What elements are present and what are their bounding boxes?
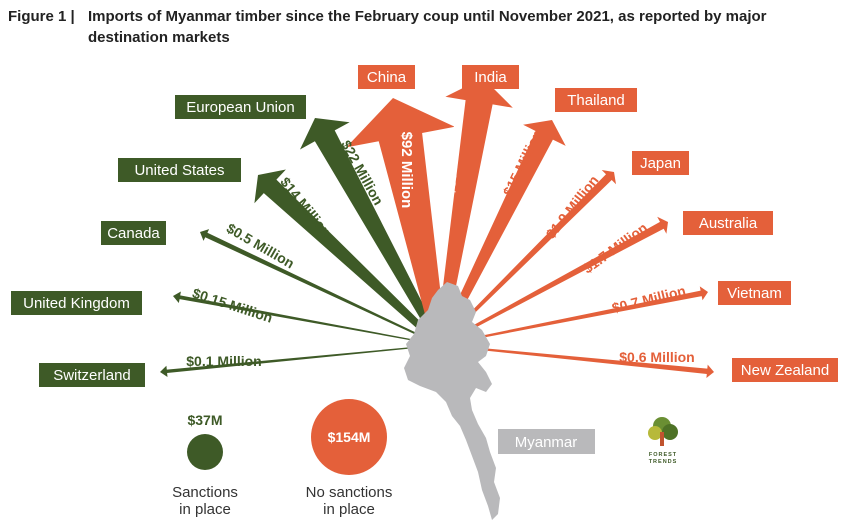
total-caption-no-sanctions: in place <box>323 501 375 518</box>
destination-label: Vietnam <box>727 285 782 302</box>
flow-arrow-thailand <box>437 120 566 347</box>
destination-box-bg <box>175 95 306 119</box>
flow-arrow-canada <box>200 229 441 346</box>
svg-text:TRENDS: TRENDS <box>649 459 678 465</box>
value-label-new-zealand: $0.6 Million <box>619 349 694 365</box>
value-label-united-kingdom: $0.15 Million <box>190 285 274 326</box>
total-circle-sanctions <box>187 434 223 470</box>
flow-arrow-new-zealand <box>439 344 714 378</box>
total-caption-sanctions: Sanctions <box>172 484 238 501</box>
myanmar-label: Myanmar <box>498 429 595 454</box>
destination-box-european-union: European Union <box>175 95 306 119</box>
destination-box-bg <box>11 291 142 315</box>
destination-box-bg <box>718 281 791 305</box>
flow-arrow-united-kingdom <box>173 291 441 346</box>
figure-number: Figure 1 | <box>8 8 75 25</box>
destination-box-bg <box>101 221 166 245</box>
total-circle-no-sanctions <box>311 399 387 475</box>
flow-arrow-japan <box>439 170 616 346</box>
destination-box-united-kingdom: United Kingdom <box>11 291 142 315</box>
destination-box-china: China <box>358 65 415 89</box>
destination-box-new-zealand: New Zealand <box>732 358 838 382</box>
destination-box-australia: Australia <box>683 211 773 235</box>
destination-box-bg <box>462 65 519 89</box>
figure-title: Figure 1 | Imports of Myanmar timber sinc… <box>8 6 858 48</box>
value-label-canada: $0.5 Million <box>224 220 297 272</box>
destination-label: China <box>367 69 407 86</box>
flow-arrow-vietnam <box>439 286 708 346</box>
flow-arrow-united-states <box>254 169 442 347</box>
destination-label: India <box>474 69 507 86</box>
destination-box-canada: Canada <box>101 221 166 245</box>
myanmar-map-shape <box>404 282 500 520</box>
destination-box-thailand: Thailand <box>555 88 637 112</box>
destination-label: United Kingdom <box>23 295 130 312</box>
total-label-no-sanctions: $154M <box>328 429 371 445</box>
destination-label: Australia <box>699 215 758 232</box>
destination-label: European Union <box>186 99 294 116</box>
destination-box-bg <box>118 158 241 182</box>
destination-box-switzerland: Switzerland <box>39 363 145 387</box>
flow-arrow-australia <box>439 216 668 346</box>
total-caption-sanctions: in place <box>179 501 231 518</box>
value-label-switzerland: $0.1 Million <box>186 353 261 369</box>
value-label-india: $33 Million <box>441 123 464 196</box>
value-label-china: $92 Million <box>398 132 415 209</box>
value-label-vietnam: $0.7 Million <box>610 282 687 316</box>
flow-arrow-china <box>346 98 455 347</box>
total-caption-no-sanctions: No sanctions <box>306 484 393 501</box>
total-label-sanctions: $37M <box>187 412 222 428</box>
destination-box-bg <box>555 88 637 112</box>
destination-box-bg <box>632 151 689 175</box>
destination-box-bg <box>732 358 838 382</box>
destination-label: New Zealand <box>741 362 829 379</box>
svg-text:FOREST: FOREST <box>649 452 677 458</box>
destination-box-vietnam: Vietnam <box>718 281 791 305</box>
destination-label: United States <box>134 162 224 179</box>
destination-box-bg <box>39 363 145 387</box>
destination-box-india: India <box>462 65 519 89</box>
destination-label: Switzerland <box>53 367 131 384</box>
value-label-australia: $1.7 Million <box>580 219 650 276</box>
flow-arrow-european-union <box>300 118 443 347</box>
flow-arrow-india <box>436 78 513 346</box>
destination-label: Canada <box>107 225 160 242</box>
svg-text:Myanmar: Myanmar <box>515 434 578 451</box>
destination-box-japan: Japan <box>632 151 689 175</box>
destination-box-bg <box>358 65 415 89</box>
value-label-japan: $1.9 Million <box>543 172 602 241</box>
figure-title-text: Imports of Myanmar timber since the Febr… <box>88 8 767 46</box>
destination-box-bg <box>683 211 773 235</box>
destination-label: Japan <box>640 155 681 172</box>
destination-label: Thailand <box>567 92 625 109</box>
destination-box-united-states: United States <box>118 158 241 182</box>
